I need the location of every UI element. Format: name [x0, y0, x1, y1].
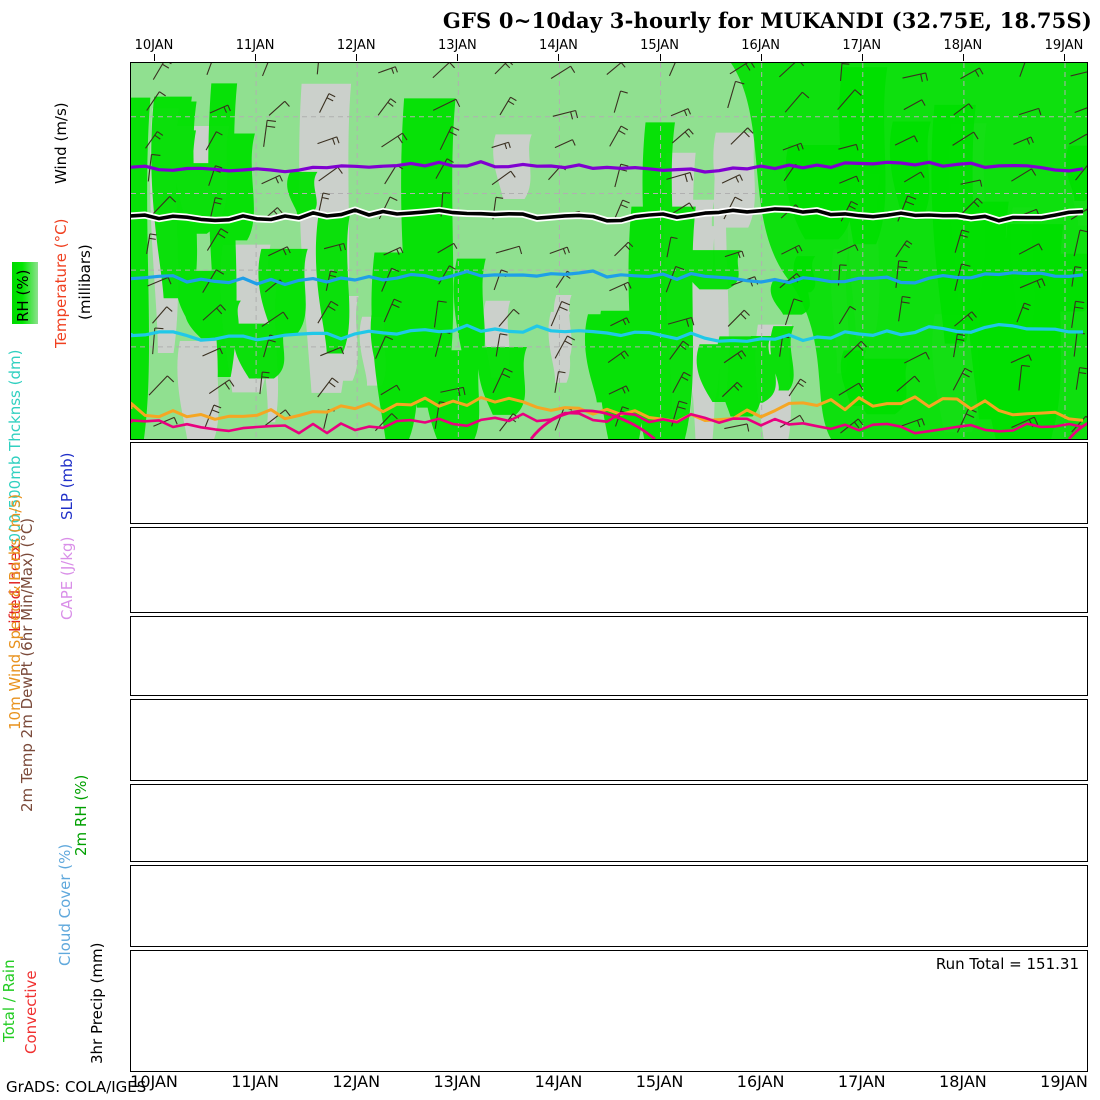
top-date-tick	[558, 54, 560, 61]
precip-total-label: Total / Rain	[0, 959, 18, 1042]
top-date-tick	[1064, 54, 1065, 61]
rh2m-label: 2m RH (%)	[72, 774, 90, 856]
page-title: GFS 0~10day 3-hourly for MUKANDI (32.75E…	[442, 8, 1092, 33]
top-date-label: 12JAN	[336, 38, 376, 53]
top-date-tick	[154, 54, 155, 61]
top-date-tick	[760, 54, 762, 61]
upper-pressure-label: (millibars)	[76, 244, 94, 320]
top-date-tick	[356, 54, 358, 61]
cloud-label: Cloud Cover (%)	[56, 843, 74, 966]
top-date-tick	[457, 54, 459, 61]
upper-air-panel[interactable]	[130, 62, 1088, 440]
bottom-date-label: 10JAN	[130, 1072, 178, 1091]
rh-legend-swatch	[12, 262, 38, 324]
rh2m-panel[interactable]	[130, 784, 1088, 862]
cape-lifted-index-panel[interactable]	[130, 527, 1088, 613]
slp-label: SLP (mb)	[58, 452, 76, 520]
upper-temp-label: Temperature (°C)	[52, 218, 70, 348]
top-date-tick	[659, 54, 661, 61]
bottom-date-label: 15JAN	[635, 1072, 684, 1091]
bottom-date-label: 18JAN	[939, 1072, 987, 1091]
slp-thickness-panel[interactable]	[130, 442, 1088, 524]
bottom-date-label: 16JAN	[736, 1072, 785, 1091]
top-date-label: 17JAN	[842, 38, 882, 53]
precip-label: 3hr Precip (mm)	[88, 942, 106, 1064]
footer-credit: GrADS: COLA/IGES	[6, 1078, 147, 1096]
temp2m-label: 2m Temp 2m DewPt (6hr Min/Max) (°C)	[18, 517, 36, 812]
top-date-label: 14JAN	[539, 38, 578, 53]
top-date-label: 11JAN	[235, 38, 275, 53]
cape-label: CAPE (J/kg)	[58, 536, 76, 620]
upper-wind-label: Wind (m/s)	[52, 102, 70, 184]
bottom-date-label: 12JAN	[332, 1072, 381, 1091]
top-date-label: 16JAN	[741, 38, 781, 53]
temp2m-panel[interactable]	[130, 699, 1088, 781]
top-date-label: 13JAN	[437, 38, 477, 53]
upper-rh-label: RH (%)	[14, 269, 32, 322]
top-date-label: 15JAN	[640, 38, 679, 53]
wind10m-panel[interactable]	[130, 616, 1088, 696]
bottom-date-label: 13JAN	[433, 1072, 482, 1091]
bottom-date-label: 19JAN	[1040, 1072, 1088, 1091]
top-date-tick	[255, 54, 257, 61]
top-date-label: 19JAN	[1044, 38, 1084, 53]
bottom-date-label: 11JAN	[231, 1072, 279, 1091]
top-date-label: 10JAN	[134, 38, 174, 53]
run-total-label: Run Total = 151.31	[935, 955, 1079, 973]
bottom-date-label: 14JAN	[534, 1072, 583, 1091]
precip-conv-label: Convective	[22, 970, 40, 1054]
top-date-tick	[962, 54, 964, 61]
precip-panel[interactable]: Run Total = 151.31	[130, 950, 1088, 1072]
top-date-tick	[861, 54, 863, 61]
cloud-cover-panel[interactable]	[130, 865, 1088, 947]
top-date-label: 18JAN	[943, 38, 983, 53]
bottom-date-label: 17JAN	[837, 1072, 886, 1091]
